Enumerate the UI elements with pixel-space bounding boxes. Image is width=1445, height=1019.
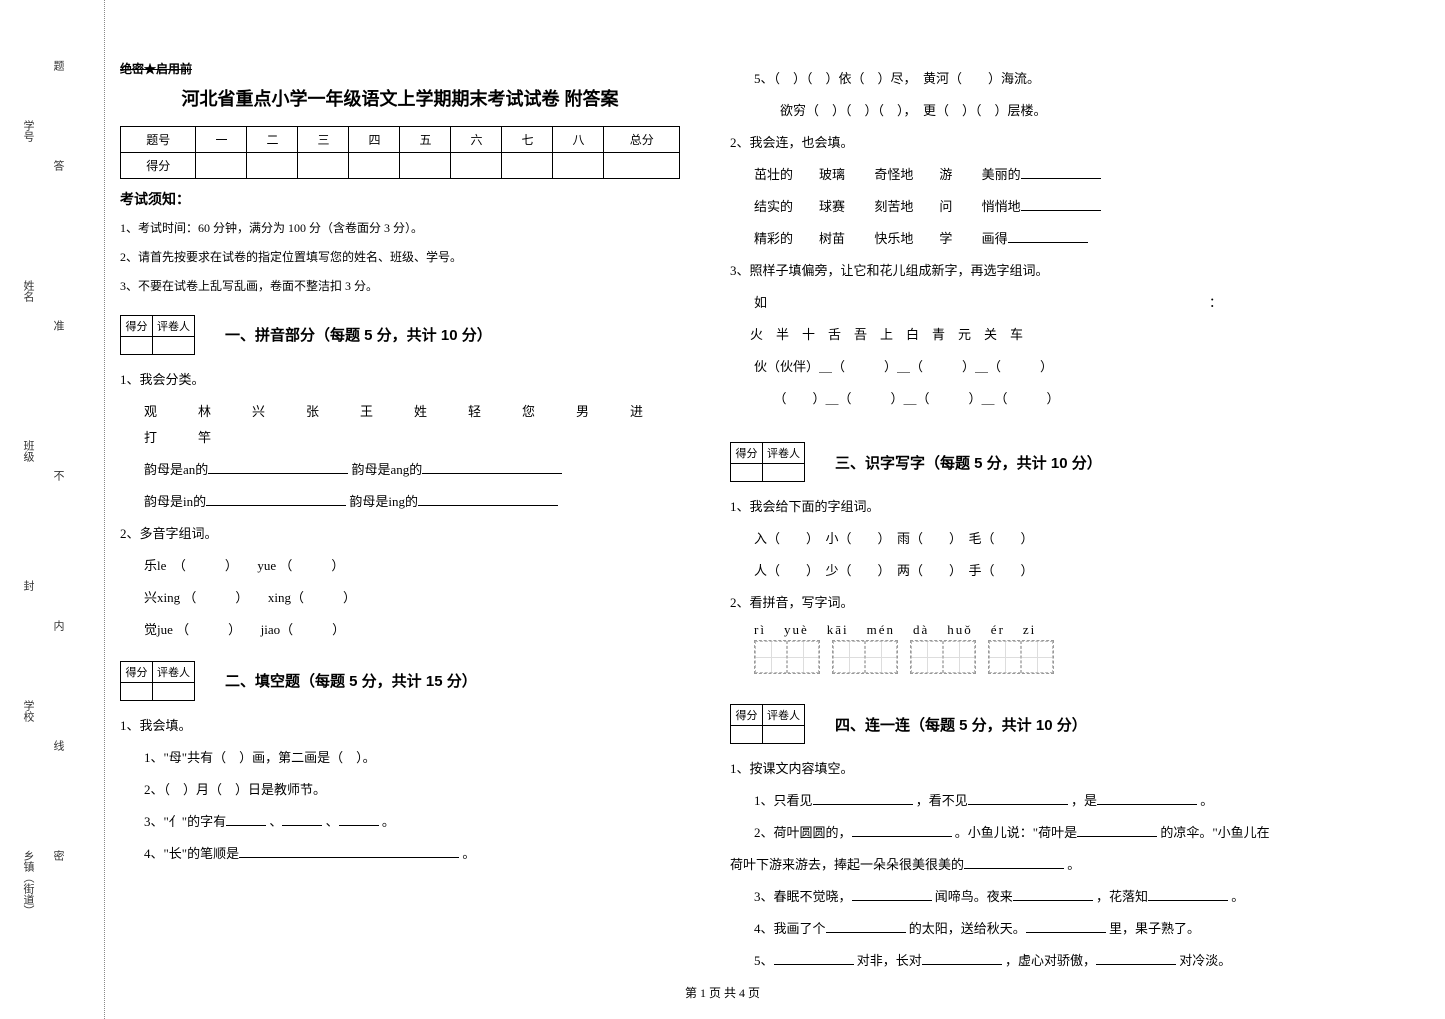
- q1-1-in: 韵母是in的 韵母是ing的: [120, 489, 680, 515]
- q3-1-2: 人（ ） 少（ ） 两（ ） 手（ ）: [730, 558, 1290, 584]
- q2-1-4: 4、"长"的笔顺是 。: [120, 841, 680, 867]
- binding-label: 题: [50, 60, 66, 71]
- q4-1-4: 4、我画了个 的太阳，送给秋天。 里，果子熟了。: [730, 916, 1290, 942]
- notice-item: 1、考试时间：60 分钟，满分为 100 分（含卷面分 3 分）。: [120, 219, 680, 238]
- binding-label: 学号: [20, 120, 36, 142]
- binding-label: 线: [50, 740, 66, 751]
- th: 八: [553, 127, 604, 153]
- q4-1-1: 1、只看见 ，看不见 ，是 。: [730, 788, 1290, 814]
- binding-label: 不: [50, 470, 66, 481]
- q2-2-row1: 茁壮的 玻璃 奇怪地 游 美丽的: [730, 162, 1290, 188]
- binding-label: 密: [50, 850, 66, 861]
- q4-1-2: 2、荷叶圆圆的， 。小鱼儿说："荷叶是 的凉伞。"小鱼儿在: [730, 820, 1290, 846]
- th: 总分: [604, 127, 680, 153]
- q4-1-3: 3、春眠不觉晓， 闻啼鸟。夜来 ，花落知 。: [730, 884, 1290, 910]
- q1-2-xing: 兴xing （ ） xing（ ）: [120, 585, 680, 611]
- q2-2: 2、我会连，也会填。: [730, 130, 1290, 156]
- q2-3-row1: 火 半 十 舌 吾 上 白 青 元 关 车: [730, 322, 1290, 348]
- q2-3-row3: （ ）＿（ ）＿（ ）＿（ ）: [730, 386, 1290, 412]
- notice-item: 2、请首先按要求在试卷的指定位置填写您的姓名、班级、学号。: [120, 248, 680, 267]
- binding-label: 答: [50, 160, 66, 171]
- th: 二: [247, 127, 298, 153]
- score-box: 得分评卷人: [120, 661, 195, 701]
- q2-3-ru: 如 ：: [730, 290, 1290, 316]
- q3-1: 1、我会给下面的字组词。: [730, 494, 1290, 520]
- binding-label: 班级: [20, 440, 36, 462]
- q4-1-2b: 荷叶下游来游去，捧起一朵朵很美很美的 。: [730, 852, 1290, 878]
- binding-label: 准: [50, 320, 66, 331]
- th: 七: [502, 127, 553, 153]
- q2-1-1: 1、"母"共有（ ）画，第二画是（ ）。: [120, 745, 680, 771]
- q1-1-chars: 观 林 兴 张 王 姓 轻 您 男 进 打 竿: [120, 399, 680, 451]
- binding-label: 封: [20, 580, 36, 591]
- score-box: 得分评卷人: [120, 315, 195, 355]
- exam-title: 河北省重点小学一年级语文上学期期末考试试卷 附答案: [120, 85, 680, 111]
- binding-label: 学校: [20, 700, 36, 722]
- binding-label: 乡镇（街道）: [20, 850, 36, 916]
- secret-label: 绝密★启用前: [120, 60, 192, 77]
- notice-item: 3、不要在试卷上乱写乱画，卷面不整洁扣 3 分。: [120, 277, 680, 296]
- q1-1-an: 韵母是an的 韵母是ang的: [120, 457, 680, 483]
- write-boxes: [754, 640, 1290, 674]
- q2-3: 3、照样子填偏旁，让它和花儿组成新字，再选字组词。: [730, 258, 1290, 284]
- score-box: 得分评卷人: [730, 704, 805, 744]
- q2-3-row2: 伙（伙伴）＿（ ）＿（ ）＿（ ）: [730, 354, 1290, 380]
- q1-2-le: 乐le （ ） yue （ ）: [120, 553, 680, 579]
- q3-2: 2、看拼音，写字词。: [730, 590, 1290, 616]
- q1-1: 1、我会分类。: [120, 367, 680, 393]
- th: 四: [349, 127, 400, 153]
- q2-2-row2: 结实的 球赛 刻苦地 问 悄悄地: [730, 194, 1290, 220]
- binding-label: 内: [50, 620, 66, 631]
- q2-1-5: 5、（ ）（ ）依（ ）尽， 黄河（ ）海流。: [730, 66, 1290, 92]
- th: 五: [400, 127, 451, 153]
- q4-1-5: 5、 对非，长对 ，虚心对骄傲， 对冷淡。: [730, 948, 1290, 974]
- notice-title: 考试须知：: [120, 189, 680, 209]
- pinyin-row: rìyuè kāimén dàhuǒ érzi: [754, 622, 1290, 638]
- q2-2-row3: 精彩的 树苗 快乐地 学 画得: [730, 226, 1290, 252]
- q1-2-jue: 觉jue （ ） jiao（ ）: [120, 617, 680, 643]
- score-box: 得分评卷人: [730, 442, 805, 482]
- section-title-1: 一、拼音部分（每题 5 分，共计 10 分）: [225, 324, 492, 345]
- section-title-2: 二、填空题（每题 5 分，共计 15 分）: [225, 670, 477, 691]
- q2-1-2: 2、（ ）月（ ）日是教师节。: [120, 777, 680, 803]
- td: 得分: [121, 153, 196, 179]
- section-title-4: 四、连一连（每题 5 分，共计 10 分）: [835, 714, 1087, 735]
- q2-1-3: 3、"亻"的字有 、 、 。: [120, 809, 680, 835]
- th: 题号: [121, 127, 196, 153]
- binding-label: 姓名: [20, 280, 36, 302]
- score-table: 题号 一 二 三 四 五 六 七 八 总分 得分: [120, 126, 680, 179]
- th: 三: [298, 127, 349, 153]
- th: 一: [196, 127, 247, 153]
- th: 六: [451, 127, 502, 153]
- section-title-3: 三、识字写字（每题 5 分，共计 10 分）: [835, 452, 1102, 473]
- page-footer: 第 1 页 共 4 页: [0, 984, 1445, 1001]
- q4-1: 1、按课文内容填空。: [730, 756, 1290, 782]
- q1-2: 2、多音字组词。: [120, 521, 680, 547]
- q3-1-1: 入（ ） 小（ ） 雨（ ） 毛（ ）: [730, 526, 1290, 552]
- q2-1: 1、我会填。: [120, 713, 680, 739]
- q2-1-6: 欲穷（ ）（ ）（ ）， 更（ ）（ ）层楼。: [730, 98, 1290, 124]
